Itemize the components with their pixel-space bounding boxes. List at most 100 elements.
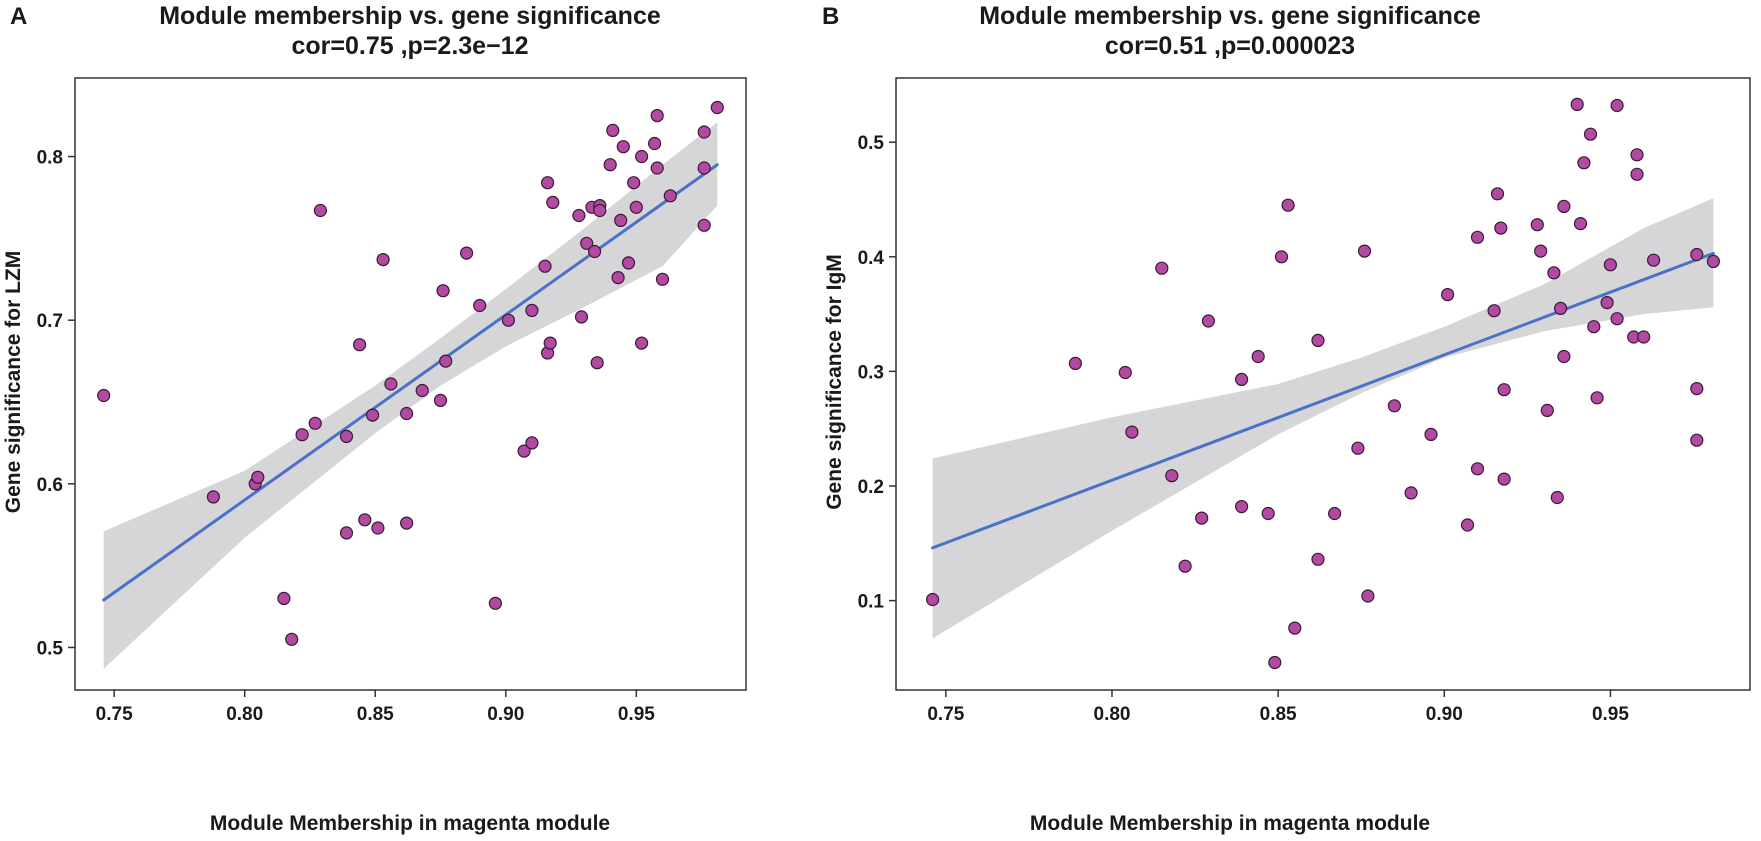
panel-b-data-point [1487, 304, 1501, 318]
panel-a-y-axis-label: Gene significance for LZM [2, 251, 25, 514]
panel-a-data-point [308, 416, 322, 430]
panel-b-letter: B [822, 3, 839, 30]
panel-a-data-point [614, 213, 628, 227]
panel-b-data-point [1540, 403, 1554, 417]
panel-a-data-point [616, 140, 630, 154]
panel-b-data-point [1288, 621, 1302, 635]
panel-a-data-point [590, 356, 604, 370]
panel-a-data-point [97, 388, 111, 403]
panel-b-data-point [1550, 490, 1564, 505]
panel-b-title: Module membership vs. gene significance [979, 2, 1481, 30]
panel-a-data-point [540, 176, 555, 190]
panel-a-data-point [634, 336, 649, 350]
panel-b-data-point [1440, 288, 1455, 302]
panel-b-data-point [1125, 425, 1139, 439]
panel-a-data-point [415, 383, 429, 398]
panel-a-data-point [650, 161, 664, 175]
panel-a-data-point [400, 516, 414, 530]
panel-a-data-point [663, 189, 677, 203]
panel-b-data-point [1497, 472, 1511, 486]
panel-b-data-point [1534, 244, 1548, 258]
panel-b-data-point [1494, 221, 1508, 235]
panel-a-data-point [488, 596, 502, 610]
panel-b-data-point [1583, 127, 1598, 141]
panel-a-data-point [384, 377, 398, 391]
panel-a-data-point [439, 354, 453, 368]
panel-a-data-point [603, 158, 617, 172]
panel-b-x-tick-label: 0.75 [927, 704, 964, 725]
panel-b-data-point [1557, 199, 1571, 213]
panel-a-data-point [650, 108, 664, 123]
panel-a-data-point [697, 125, 711, 139]
panel-b-y-tick-label: 0.2 [858, 477, 884, 498]
panel-a: A Module membership vs. gene significanc… [2, 2, 747, 835]
panel-a-data-point [460, 246, 474, 260]
panel-b-data-point [1573, 217, 1588, 231]
panel-b-data-point [1178, 559, 1192, 573]
panel-a-data-point [313, 203, 327, 218]
panel-a-data-point [587, 244, 602, 259]
panel-b-data-point [1603, 258, 1618, 272]
panel-b-data-point [1274, 250, 1289, 264]
panel-a-data-point [436, 284, 450, 298]
panel-b-data-point [1553, 301, 1568, 315]
panel-b-plot-frame [895, 77, 1751, 691]
panel-b-data-point [1600, 296, 1614, 310]
panel-b-data-point [1530, 218, 1544, 232]
panel-b-data-point [1361, 589, 1375, 603]
panel-b-data-point [1470, 230, 1485, 244]
panel-b-data-point [1118, 365, 1132, 380]
panel-b-data-point [1387, 399, 1402, 413]
panel-b-data-point [1646, 253, 1661, 267]
panel-a-y-tick-label: 0.5 [37, 638, 64, 659]
panel-a-data-point [697, 218, 711, 232]
panel-a-plot-area: 0.75 0.80 0.85 0.90 0.95 0.5 0.6 0.7 0.8 [37, 77, 747, 725]
panel-b: B Module membership vs. gene significanc… [822, 2, 1751, 835]
panel-a-data-point [517, 444, 531, 458]
panel-b-y-axis-label: Gene significance for IgM [823, 254, 846, 510]
panel-a-data-point [206, 490, 220, 504]
panel-a-data-point [376, 253, 390, 267]
panel-b-data-point [1690, 382, 1704, 396]
panel-b-x-tick-label: 0.80 [1094, 704, 1131, 725]
panel-a-data-point [371, 521, 385, 535]
panel-b-data-point [1637, 330, 1651, 344]
panel-b-data-point [925, 592, 940, 607]
panel-a-data-point [647, 136, 662, 151]
panel-b-data-point [1460, 518, 1475, 532]
panel-b-data-point [1610, 312, 1624, 326]
panel-b-data-point [1630, 148, 1644, 162]
panel-a-x-axis-label: Module Membership in magenta module [210, 812, 610, 835]
panel-b-data-point [1357, 244, 1372, 258]
panel-a-data-point [627, 176, 641, 190]
panel-b-data-point [1327, 506, 1342, 521]
panel-a-letter: A [10, 3, 27, 30]
panel-a-data-point [634, 149, 649, 164]
panel-a-y-tick-label: 0.6 [37, 475, 63, 496]
panel-a-data-point [629, 200, 643, 214]
panel-b-data-point [1690, 247, 1704, 262]
panel-a-data-point [400, 406, 414, 421]
panel-a-data-point [358, 513, 372, 527]
panel-a-x-tick-label: 0.80 [226, 704, 263, 725]
panel-b-regression-line [931, 251, 1715, 550]
panel-b-confidence-band [932, 198, 1714, 639]
panel-b-y-tick-label: 0.1 [858, 592, 885, 613]
panel-a-y-tick-label: 0.8 [37, 148, 63, 169]
panel-a-data-point [353, 338, 367, 352]
panel-a-data-point [621, 256, 636, 270]
panel-a-data-point [593, 203, 607, 218]
panel-a-data-point [339, 526, 354, 540]
panel-b-y-tick-label: 0.3 [858, 362, 884, 383]
panel-b-data-point [1155, 261, 1169, 275]
panel-b-data-point [1587, 320, 1601, 334]
panel-b-x-axis-label: Module Membership in magenta module [1030, 812, 1430, 835]
panel-a-data-point [433, 393, 448, 407]
panel-a-confidence-band [103, 122, 718, 669]
panel-b-y-tick-label: 0.4 [858, 248, 885, 269]
panel-a-x-tick-label: 0.90 [487, 704, 524, 725]
panel-b-data-point [1424, 427, 1438, 441]
panel-b-data-point [1497, 383, 1511, 397]
panel-a-data-point [574, 310, 589, 324]
panel-a-data-point [295, 428, 309, 442]
